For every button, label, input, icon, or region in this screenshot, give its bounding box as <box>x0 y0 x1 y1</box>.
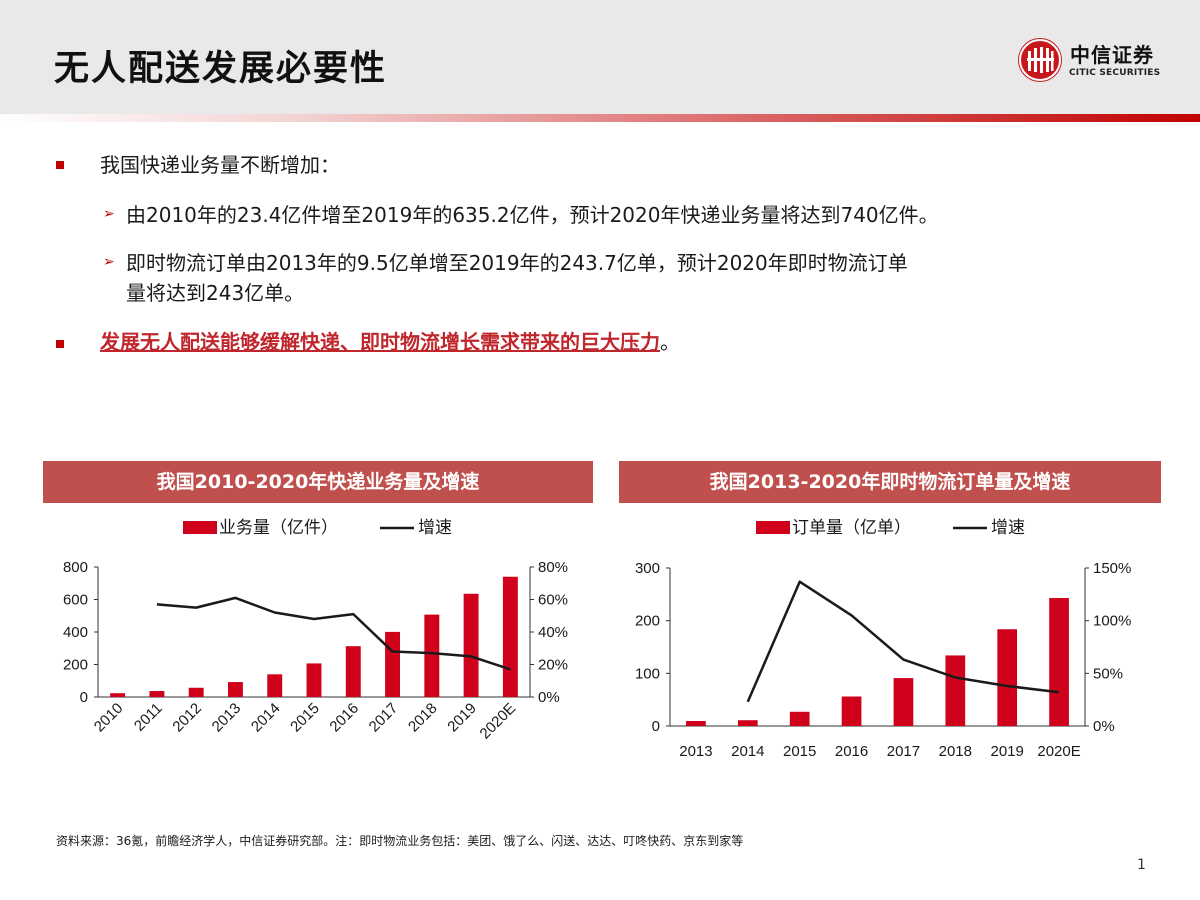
y-right-tick-label: 80% <box>538 559 568 576</box>
x-tick-label: 2014 <box>731 743 764 760</box>
growth-line <box>156 596 511 671</box>
x-tick-label: 2020E <box>1037 743 1080 760</box>
bar <box>945 655 966 726</box>
x-tick-label: 2016 <box>835 743 868 760</box>
sub-bullet-text-2-line1: 即时物流订单由2013年的9.5亿单增至2019年的243.7亿单，预计2020… <box>126 251 908 275</box>
y-left-tick-label: 400 <box>63 624 88 641</box>
bar <box>686 720 706 726</box>
y-left-tick-label: 0 <box>652 718 660 735</box>
x-tick-label: 2012 <box>169 700 205 736</box>
arrow-bullet-icon: ➢ <box>103 254 115 270</box>
y-right-tick-label: 150% <box>1093 560 1131 577</box>
source-footnote: 资料来源：36氪，前瞻经济学人，中信证券研究部。注：即时物流业务包括：美团、饿了… <box>56 834 744 848</box>
bullet-text-1: 我国快递业务量不断增加： <box>100 153 340 177</box>
y-right-tick-label: 50% <box>1093 665 1123 682</box>
bar <box>267 674 283 697</box>
bar <box>893 678 914 726</box>
y-right-tick-label: 0% <box>1093 718 1115 735</box>
y-left-tick-label: 800 <box>63 559 88 576</box>
citic-emblem-icon <box>1018 38 1062 82</box>
y-right-tick-label: 100% <box>1093 613 1131 630</box>
page-number: 1 <box>1137 857 1146 873</box>
legend-bar-swatch <box>183 521 217 534</box>
bar <box>463 593 479 697</box>
legend-bar-swatch <box>756 521 790 534</box>
legend-line-label: 增速 <box>991 518 1025 537</box>
bar <box>841 696 862 726</box>
y-left-tick-label: 100 <box>635 665 660 682</box>
bar <box>306 663 322 697</box>
bullet-square-icon <box>56 161 64 169</box>
x-tick-label: 2014 <box>248 700 284 736</box>
bar <box>227 682 243 697</box>
bar <box>997 629 1018 726</box>
y-left-tick-label: 0 <box>80 689 88 706</box>
sub-bullet-text-2-line2: 量将达到243亿单。 <box>126 281 305 305</box>
bar <box>424 614 440 697</box>
x-tick-label: 2015 <box>287 700 323 736</box>
header-bar <box>0 0 1200 114</box>
legend-line-label: 增速 <box>418 518 452 537</box>
x-tick-label: 2011 <box>131 700 166 735</box>
bar <box>789 711 810 726</box>
chart2-instant-logistics: 订单量（亿单） 增速 0 100 200 300 0% 50% 100% 150% 2013 2014… <box>635 518 1131 760</box>
chart2-title: 我国2013-2020年即时物流订单量及增速 <box>619 461 1161 503</box>
bar <box>345 646 361 697</box>
bullet-square-icon <box>56 340 64 348</box>
citic-logo: 中信证券 CITIC SECURITIES <box>1018 38 1178 84</box>
header-divider <box>0 114 1200 122</box>
arrow-bullet-icon: ➢ <box>103 206 115 222</box>
x-tick-label: 2017 <box>366 700 402 736</box>
x-tick-label: 2015 <box>783 743 816 760</box>
bar <box>385 631 401 697</box>
x-tick-label: 2018 <box>939 743 972 760</box>
bar <box>110 693 126 697</box>
legend-bar-label: 订单量（亿单） <box>792 518 911 537</box>
bullet-text-2-tail: 。 <box>660 330 680 354</box>
x-tick-label: 2013 <box>679 743 712 760</box>
y-left-tick-label: 300 <box>635 560 660 577</box>
bar <box>188 687 204 697</box>
bar <box>1049 598 1069 726</box>
y-right-tick-label: 40% <box>538 624 568 641</box>
x-tick-label: 2010 <box>91 700 127 736</box>
x-tick-label: 2019 <box>991 743 1024 760</box>
growth-line <box>746 580 1060 703</box>
bar <box>149 691 165 697</box>
page-title: 无人配送发展必要性 <box>54 49 388 89</box>
x-tick-label: 2013 <box>209 700 245 736</box>
y-right-tick-label: 60% <box>538 592 568 609</box>
chart1-title: 我国2010-2020年快递业务量及增速 <box>43 461 593 503</box>
x-tick-label: 2017 <box>887 743 920 760</box>
y-right-tick-label: 20% <box>538 657 568 674</box>
bar <box>737 720 758 726</box>
y-left-tick-label: 200 <box>63 657 88 674</box>
emphasis-text: 发展无人配送能够缓解快递、即时物流增长需求带来的巨大压力 <box>100 330 660 354</box>
x-tick-label: 2018 <box>405 700 441 736</box>
x-tick-label: 2020E <box>477 700 520 743</box>
y-left-tick-label: 200 <box>635 613 660 630</box>
logo-name: 中信证券 <box>1070 43 1154 67</box>
y-right-tick-label: 0% <box>538 689 560 706</box>
bullet-text-2: 发展无人配送能够缓解快递、即时物流增长需求带来的巨大压力。 <box>100 330 680 354</box>
chart1-express-volume: 业务量（亿件） 增速 0 200 400 600 800 0% 20% 40% 60% 80% 2010… <box>63 518 568 743</box>
legend-bar-label: 业务量（亿件） <box>219 518 338 537</box>
bar <box>502 576 518 697</box>
x-tick-label: 2019 <box>444 700 480 736</box>
sub-bullet-text-1: 由2010年的23.4亿件增至2019年的635.2亿件，预计2020年快递业务… <box>126 203 939 227</box>
x-tick-label: 2016 <box>326 700 362 736</box>
logo-subtitle: CITIC SECURITIES <box>1069 68 1161 78</box>
y-left-tick-label: 600 <box>63 592 88 609</box>
